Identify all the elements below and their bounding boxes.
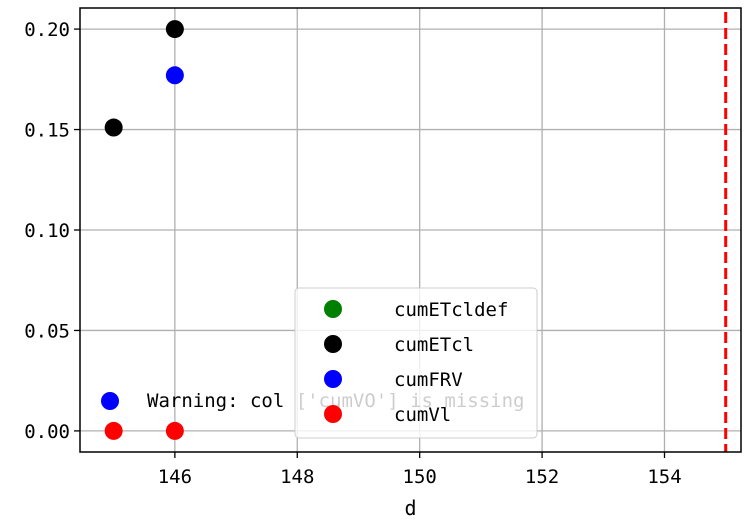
legend-marker-cumETcldef <box>324 300 342 318</box>
y-tick-label-2: 0.10 <box>24 220 70 242</box>
x-tick-label-1: 148 <box>280 466 314 488</box>
data-points <box>104 20 184 440</box>
y-tick-label-4: 0.20 <box>24 19 70 41</box>
axis-ticks: 146 148 150 152 154 0.00 0.05 0.10 0.15 0.20 <box>24 19 681 488</box>
annotation-marker <box>101 392 119 410</box>
legend-label-cumETcl: cumETcl <box>394 334 474 356</box>
point-cumETcl-1 <box>165 20 184 39</box>
legend-label-cumVl: cumVl <box>394 404 451 426</box>
x-axis-label: d <box>404 496 416 520</box>
point-cumFRV-0 <box>165 66 184 85</box>
y-tick-label-1: 0.05 <box>24 320 70 342</box>
y-tick-label-3: 0.15 <box>24 120 70 142</box>
x-tick-label-4: 154 <box>647 466 681 488</box>
legend-label-cumETcldef: cumETcldef <box>394 299 508 321</box>
x-tick-label-2: 150 <box>403 466 437 488</box>
point-cumVl-0 <box>104 421 123 440</box>
legend-marker-cumETcl <box>324 335 342 353</box>
legend-marker-cumVl <box>324 405 342 423</box>
legend-marker-cumFRV <box>324 370 342 388</box>
legend-box <box>294 287 538 439</box>
point-cumETcl-0 <box>104 118 123 137</box>
x-tick-label-0: 146 <box>158 466 192 488</box>
legend: cumETcldef cumETcl cumFRV cumVl <box>294 287 538 439</box>
point-cumVl-1 <box>165 421 184 440</box>
x-tick-label-3: 152 <box>525 466 559 488</box>
legend-label-cumFRV: cumFRV <box>394 369 463 391</box>
y-tick-label-0: 0.00 <box>24 421 70 443</box>
